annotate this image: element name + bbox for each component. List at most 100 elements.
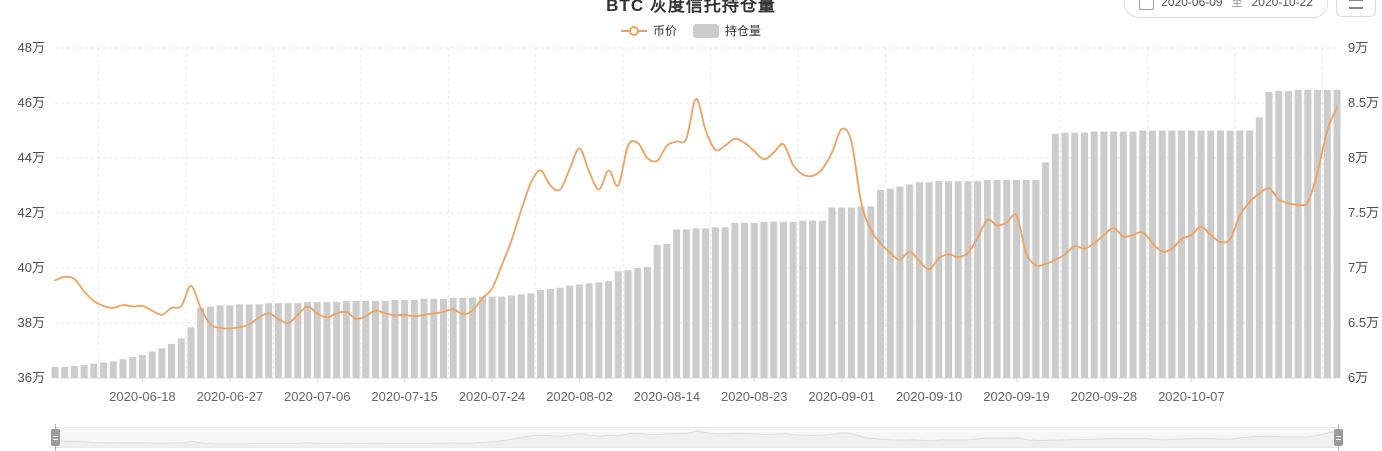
chart-menu-button[interactable]	[1336, 0, 1376, 17]
holdings-bar	[818, 220, 826, 378]
holdings-bar	[925, 182, 933, 378]
holdings-bar	[1333, 89, 1341, 379]
legend-item-holdings[interactable]: 持仓量	[693, 22, 761, 39]
toolbar: 2020-06-09 至 2020-10-22	[1124, 0, 1376, 18]
slider-right-handle[interactable]	[1334, 429, 1343, 446]
holdings-bar	[1323, 89, 1331, 379]
holdings-bar	[575, 284, 583, 378]
holdings-bar	[372, 301, 379, 378]
holdings-bar	[964, 181, 972, 378]
menu-icon	[1349, 0, 1363, 9]
holdings-bar	[1187, 130, 1195, 378]
x-axis-label: 2020-09-28	[1071, 389, 1138, 404]
holdings-bar	[333, 302, 341, 378]
holdings-bar	[323, 302, 331, 378]
holdings-bar	[828, 207, 836, 378]
left-axis-label: 38万	[18, 315, 45, 330]
holdings-bar	[1314, 89, 1322, 379]
holdings-bar	[381, 301, 389, 378]
calendar-icon	[1139, 0, 1155, 10]
holdings-bar	[439, 298, 447, 378]
holdings-bar	[741, 222, 749, 378]
holdings-bar	[624, 270, 632, 378]
holdings-bar	[1236, 130, 1244, 378]
holdings-bar	[779, 221, 787, 378]
holdings-bar	[206, 306, 214, 378]
slider-left-handle[interactable]	[51, 429, 60, 446]
data-zoom-preview	[56, 430, 1338, 447]
holdings-bar	[1090, 131, 1098, 378]
date-end-value[interactable]: 2020-10-22	[1251, 0, 1313, 9]
x-axis-label: 2020-08-23	[721, 389, 788, 404]
holdings-bar	[401, 299, 409, 378]
holdings-bar	[1207, 130, 1215, 378]
holdings-bar	[692, 228, 700, 378]
x-axis-label: 2020-06-27	[197, 389, 264, 404]
holdings-bar	[653, 244, 661, 378]
holdings-bar	[566, 285, 574, 378]
holdings-bar	[391, 299, 399, 378]
legend-item-price[interactable]: 币价	[620, 22, 677, 39]
holdings-bar	[945, 181, 953, 378]
holdings-bar	[236, 304, 244, 378]
holdings-bar	[643, 266, 651, 378]
holdings-bar	[1226, 130, 1234, 378]
holdings-bar	[1168, 130, 1176, 378]
date-range-separator: 至	[1231, 0, 1243, 9]
holdings-bar	[245, 304, 253, 378]
price-line-series	[54, 97, 1338, 330]
holdings-bar	[488, 296, 496, 378]
holdings-bar	[1275, 90, 1283, 379]
holdings-bar	[478, 296, 486, 378]
holdings-bar	[877, 189, 885, 378]
holdings-bar	[721, 227, 729, 378]
holdings-bar	[799, 220, 807, 378]
holdings-bar	[1051, 133, 1059, 378]
left-axis-label: 40万	[18, 260, 45, 275]
holdings-bar	[90, 363, 98, 378]
holdings-bar	[70, 365, 78, 378]
holdings-bar	[556, 287, 564, 378]
holdings-bar	[935, 181, 943, 378]
holdings-bar	[507, 295, 515, 378]
holdings-bar	[1022, 180, 1030, 378]
holdings-bar	[711, 227, 719, 378]
holdings-bar	[304, 302, 312, 378]
holdings-bar	[226, 305, 234, 378]
holdings-bar	[51, 367, 59, 378]
date-start-value[interactable]: 2020-06-09	[1161, 0, 1223, 9]
x-axis-label: 2020-07-15	[371, 389, 438, 404]
chart-legend: 币价 持仓量	[0, 22, 1382, 39]
holdings-bar	[770, 221, 778, 378]
right-axis-label: 6.5万	[1348, 315, 1379, 330]
x-axis-label: 2020-09-01	[808, 389, 875, 404]
holdings-bar	[1294, 89, 1302, 379]
holdings-bar	[750, 222, 758, 378]
holdings-bar	[682, 229, 690, 378]
holdings-bar	[100, 362, 108, 378]
holdings-bar	[342, 301, 350, 378]
holdings-bar	[148, 351, 156, 378]
holdings-bar	[158, 348, 166, 378]
holdings-bar	[168, 343, 176, 378]
holdings-bar	[537, 290, 545, 378]
holdings-bar	[1110, 131, 1118, 378]
left-axis-label: 48万	[18, 40, 45, 55]
right-axis-label: 7.5万	[1348, 205, 1379, 220]
price-holdings-chart-canvas[interactable]: 48万 9万 46万 8.5万 44万 8万 42万 7.5万 40万 7万 38万 6.5万 36万 6…	[0, 0, 1382, 420]
x-axis-label: 2020-08-14	[634, 389, 701, 404]
holdings-bar	[886, 188, 894, 378]
data-zoom-slider-track[interactable]	[55, 427, 1339, 448]
holdings-bar	[605, 281, 613, 378]
holdings-bar	[1148, 130, 1156, 378]
date-range-picker[interactable]: 2020-06-09 至 2020-10-22	[1124, 0, 1328, 18]
holdings-bar	[1013, 180, 1020, 378]
holdings-bar	[974, 181, 982, 378]
holdings-bar	[663, 243, 671, 378]
holdings-bar	[274, 303, 282, 378]
holdings-bar	[1129, 131, 1137, 378]
holdings-bar	[352, 301, 360, 378]
holdings-bar	[420, 298, 428, 378]
holdings-bar	[614, 271, 622, 378]
